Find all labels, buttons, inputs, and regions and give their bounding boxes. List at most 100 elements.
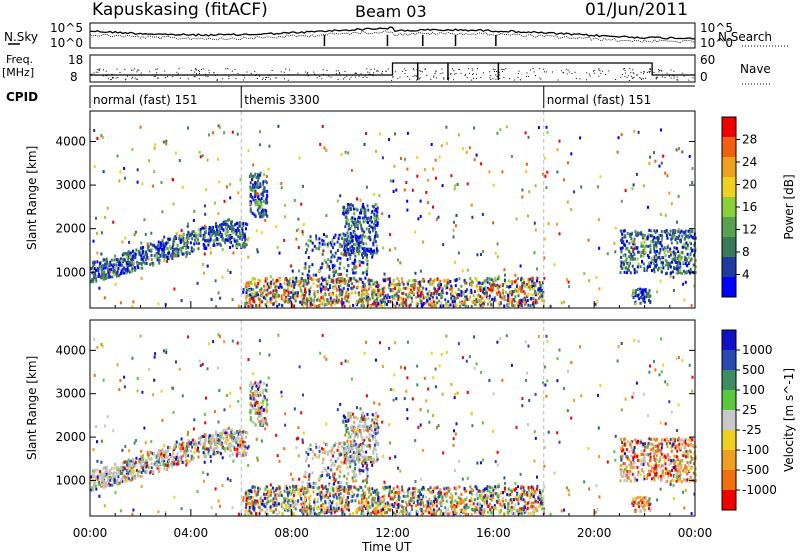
scatter-cell [667, 250, 670, 253]
scatter-cell [470, 304, 473, 308]
scatter-cell [92, 266, 94, 270]
scatter-cell [686, 243, 689, 247]
scatter-cell [129, 255, 131, 259]
scatter-cell [331, 253, 334, 257]
scatter-cell [621, 232, 624, 236]
scatter-cell [477, 281, 480, 285]
scatter-cell [242, 453, 245, 457]
scatter-cell [529, 277, 532, 281]
nave-dot [593, 70, 594, 72]
scatter-cell [236, 447, 239, 451]
scatter-cell [482, 250, 485, 254]
nave-dot [430, 78, 432, 80]
scatter-cell [678, 234, 681, 238]
scatter-cell [453, 299, 456, 303]
scatter-cell [526, 293, 529, 297]
scatter-cell [520, 276, 523, 280]
scatter-cell [162, 242, 165, 246]
nave-dot [600, 72, 602, 74]
scatter-cell [273, 282, 276, 286]
scatter-cell [638, 297, 641, 301]
scatter-cell [181, 460, 184, 464]
scatter-cell [381, 212, 384, 216]
scatter-cell [237, 443, 239, 447]
scatter-cell [318, 449, 321, 453]
scatter-cell [157, 302, 160, 306]
scatter-cell [516, 301, 518, 305]
scatter-cell [457, 133, 460, 137]
scatter-cell [181, 246, 184, 250]
scatter-cell [428, 212, 431, 216]
scatter-cell [695, 271, 697, 274]
scatter-cell [251, 291, 254, 295]
scatter-cell [133, 256, 135, 260]
scatter-cell [131, 255, 134, 259]
scatter-cell [135, 248, 138, 252]
scatter-cell [187, 245, 190, 249]
scatter-cell [347, 443, 350, 447]
scatter-cell [445, 278, 448, 282]
scatter-cell [249, 396, 252, 400]
nave-dot [139, 74, 141, 76]
scatter-cell [264, 201, 267, 205]
scatter-cell [93, 263, 96, 267]
scatter-cell [105, 257, 108, 261]
scatter-cell [439, 304, 442, 308]
scatter-cell [300, 202, 303, 206]
scatter-cell [370, 215, 373, 219]
scatter-cell [503, 304, 506, 308]
scatter-cell [249, 185, 252, 189]
scatter-cell [340, 272, 343, 276]
scatter-cell [173, 456, 176, 460]
nave-dot [156, 74, 158, 76]
scatter-cell [241, 435, 244, 439]
scatter-cell [130, 258, 133, 262]
scatter-cell [400, 157, 402, 160]
scatter-cell [373, 431, 375, 435]
scatter-cell [650, 229, 653, 233]
scatter-cell [179, 449, 182, 453]
scatter-cell [153, 170, 156, 173]
scatter-cell [302, 284, 305, 288]
scatter-cell [665, 272, 667, 276]
scatter-cell [428, 297, 431, 301]
scatter-cell [92, 239, 95, 243]
scatter-cell [642, 184, 645, 188]
scatter-cell [666, 244, 669, 248]
nave-dot [630, 71, 632, 73]
scatter-cell [356, 220, 359, 224]
scatter-cell [625, 257, 628, 261]
scatter-cell [456, 183, 459, 186]
scatter-cell [187, 449, 190, 453]
scatter-cell [212, 225, 215, 229]
scatter-cell [97, 477, 100, 481]
scatter-cell [392, 279, 395, 282]
scatter-cell [653, 243, 655, 247]
scatter-cell [420, 285, 422, 288]
nave-dot [476, 77, 477, 79]
scatter-cell [365, 242, 368, 246]
scatter-cell [684, 245, 687, 248]
scatter-cell [128, 270, 131, 274]
scatter-cell [249, 209, 252, 213]
scatter-cell [242, 290, 245, 294]
scatter-cell [685, 264, 688, 267]
scatter-cell [628, 241, 631, 245]
scatter-cell [357, 242, 360, 246]
scatter-cell [419, 215, 422, 218]
scatter-cell [165, 242, 168, 246]
scatter-cell [232, 231, 235, 235]
scatter-cell [114, 283, 117, 286]
scatter-cell [361, 207, 364, 211]
scatter-cell [423, 168, 426, 172]
scatter-cell [291, 291, 294, 295]
scatter-cell [374, 288, 377, 292]
scatter-cell [510, 155, 513, 158]
scatter-cell [422, 302, 425, 305]
scatter-cell [215, 243, 218, 247]
nave-dot [448, 77, 450, 79]
scatter-cell [656, 256, 659, 260]
scatter-cell [348, 461, 351, 465]
scatter-cell [335, 296, 338, 300]
scatter-cell [325, 285, 328, 289]
